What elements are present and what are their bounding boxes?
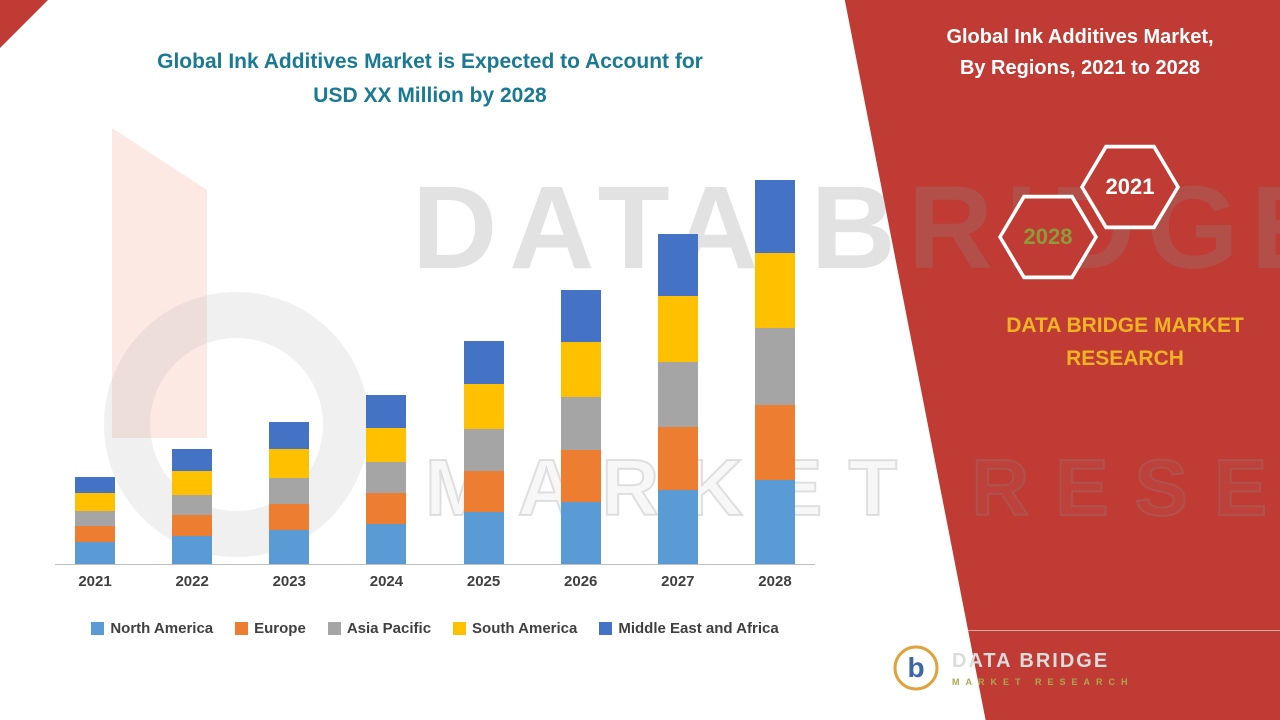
bar-segment-middle-east-and-africa (463, 341, 504, 384)
bar-2028 (754, 180, 795, 564)
bar-2026 (560, 290, 601, 564)
x-axis-label-2022: 2022 (175, 573, 209, 590)
chart-title: Global Ink Additives Market is Expected … (70, 45, 790, 112)
panel-title: Global Ink Additives Market, By Regions,… (900, 22, 1260, 84)
bar-segment-south-america (463, 384, 504, 429)
x-axis-label-2023: 2023 (272, 573, 306, 590)
bar-segment-north-america (560, 502, 601, 564)
bar-segment-north-america (269, 530, 310, 564)
bar-segment-europe (463, 471, 504, 512)
panel-divider (880, 630, 1280, 631)
legend-label: Europe (254, 620, 306, 637)
x-axis-label-2027: 2027 (661, 573, 695, 590)
databridge-logo-text: DATA BRIDGE MARKET RESEARCH (952, 650, 1134, 687)
bar-segment-europe (657, 427, 698, 490)
bar-segment-middle-east-and-africa (366, 395, 407, 428)
bar-2025 (463, 341, 504, 564)
brand-line1: DATA BRIDGE MARKET (1006, 314, 1244, 337)
bar-segment-north-america (463, 512, 504, 564)
corner-accent (0, 0, 48, 48)
bar-segment-asia-pacific (463, 429, 504, 471)
plot-area (55, 165, 815, 565)
hex-back-label: 2028 (1023, 224, 1073, 249)
legend-swatch (453, 622, 467, 635)
databridge-logo-icon: b (893, 645, 939, 691)
bar-segment-europe (269, 504, 310, 530)
bar-segment-south-america (366, 428, 407, 462)
legend-label: Middle East and Africa (618, 620, 779, 637)
bar-2024 (366, 395, 407, 564)
bar-segment-middle-east-and-africa (75, 477, 115, 493)
bar-segment-europe (560, 450, 601, 502)
bar-segment-south-america (269, 449, 310, 478)
bar-segment-north-america (172, 536, 213, 564)
chart-title-line2: USD XX Million by 2028 (313, 83, 547, 107)
bar-segment-north-america (754, 480, 795, 564)
chart-legend: North America Europe Asia Pacific South Ame… (55, 620, 815, 637)
bar-2023 (269, 422, 310, 564)
x-axis-label-2028: 2028 (758, 573, 792, 590)
databridge-logo: b DATA BRIDGE MARKET RESEARCH (892, 644, 1134, 692)
x-axis-labels: 2021 2022 2023 2024 2025 2026 2027 2028 (55, 573, 815, 590)
bar-segment-asia-pacific (657, 362, 698, 427)
bar-segment-asia-pacific (366, 462, 407, 493)
x-axis-label-2024: 2024 (369, 573, 404, 590)
x-axis-label-2021: 2021 (78, 573, 112, 590)
bar-segment-middle-east-and-africa (269, 422, 310, 449)
brand-text: DATA BRIDGE MARKET RESEARCH (960, 310, 1280, 375)
legend-swatch (327, 622, 341, 635)
bar-segment-asia-pacific (269, 478, 310, 504)
stacked-bar-chart: 2021 2022 2023 2024 2025 2026 2027 2028 North A… (55, 165, 815, 637)
bar-segment-europe (366, 493, 407, 524)
legend-label: South America (472, 620, 578, 637)
bar-segment-south-america (657, 296, 698, 362)
bar-segment-asia-pacific (560, 397, 601, 450)
bar-segment-south-america (754, 253, 795, 328)
bar-segment-south-america (560, 342, 601, 397)
bar-2027 (657, 234, 698, 564)
bar-segment-asia-pacific (754, 328, 795, 405)
chart-title-line1: Global Ink Additives Market is Expected … (157, 50, 703, 73)
bar-segment-north-america (75, 542, 115, 564)
bar-2022 (172, 449, 213, 564)
legend-item-europe: Europe (235, 620, 306, 637)
svg-text:b: b (907, 652, 924, 683)
logo-tagline: MARKET RESEARCH (952, 676, 1134, 687)
legend-swatch (91, 622, 105, 635)
hex-front-label: 2021 (1105, 174, 1155, 199)
bar-segment-europe (172, 515, 213, 536)
legend-item-north-america: North America (91, 620, 213, 637)
legend-swatch (599, 622, 613, 635)
bar-segment-middle-east-and-africa (657, 234, 698, 296)
hexagon-2021-fill (1084, 148, 1176, 226)
bar-2021 (75, 477, 115, 564)
bar-segment-middle-east-and-africa (560, 290, 601, 342)
bar-segment-north-america (657, 490, 698, 564)
bar-segment-europe (75, 526, 115, 542)
legend-item-middle-east-and-africa: Middle East and Africa (599, 620, 779, 637)
x-axis-label-2026: 2026 (564, 573, 598, 590)
bar-segment-south-america (75, 493, 115, 511)
legend-item-south-america: South America (453, 620, 577, 637)
bar-segment-asia-pacific (172, 495, 213, 515)
bar-segment-asia-pacific (75, 511, 115, 526)
legend-swatch (235, 622, 249, 635)
x-axis-label-2025: 2025 (466, 573, 501, 590)
bar-segment-north-america (366, 524, 407, 564)
brand-line2: RESEARCH (1066, 346, 1184, 370)
panel-title-line1: Global Ink Additives Market, (946, 26, 1214, 48)
bar-segment-europe (754, 405, 795, 480)
bar-segment-middle-east-and-africa (754, 180, 795, 253)
bar-segment-south-america (172, 471, 213, 495)
panel-title-line2: By Regions, 2021 to 2028 (959, 57, 1201, 79)
legend-label: Asia Pacific (346, 620, 432, 637)
legend-label: North America (110, 620, 214, 637)
legend-item-asia-pacific: Asia Pacific (327, 620, 432, 637)
bar-segment-middle-east-and-africa (172, 449, 213, 471)
logo-name: DATA BRIDGE (952, 649, 1110, 672)
